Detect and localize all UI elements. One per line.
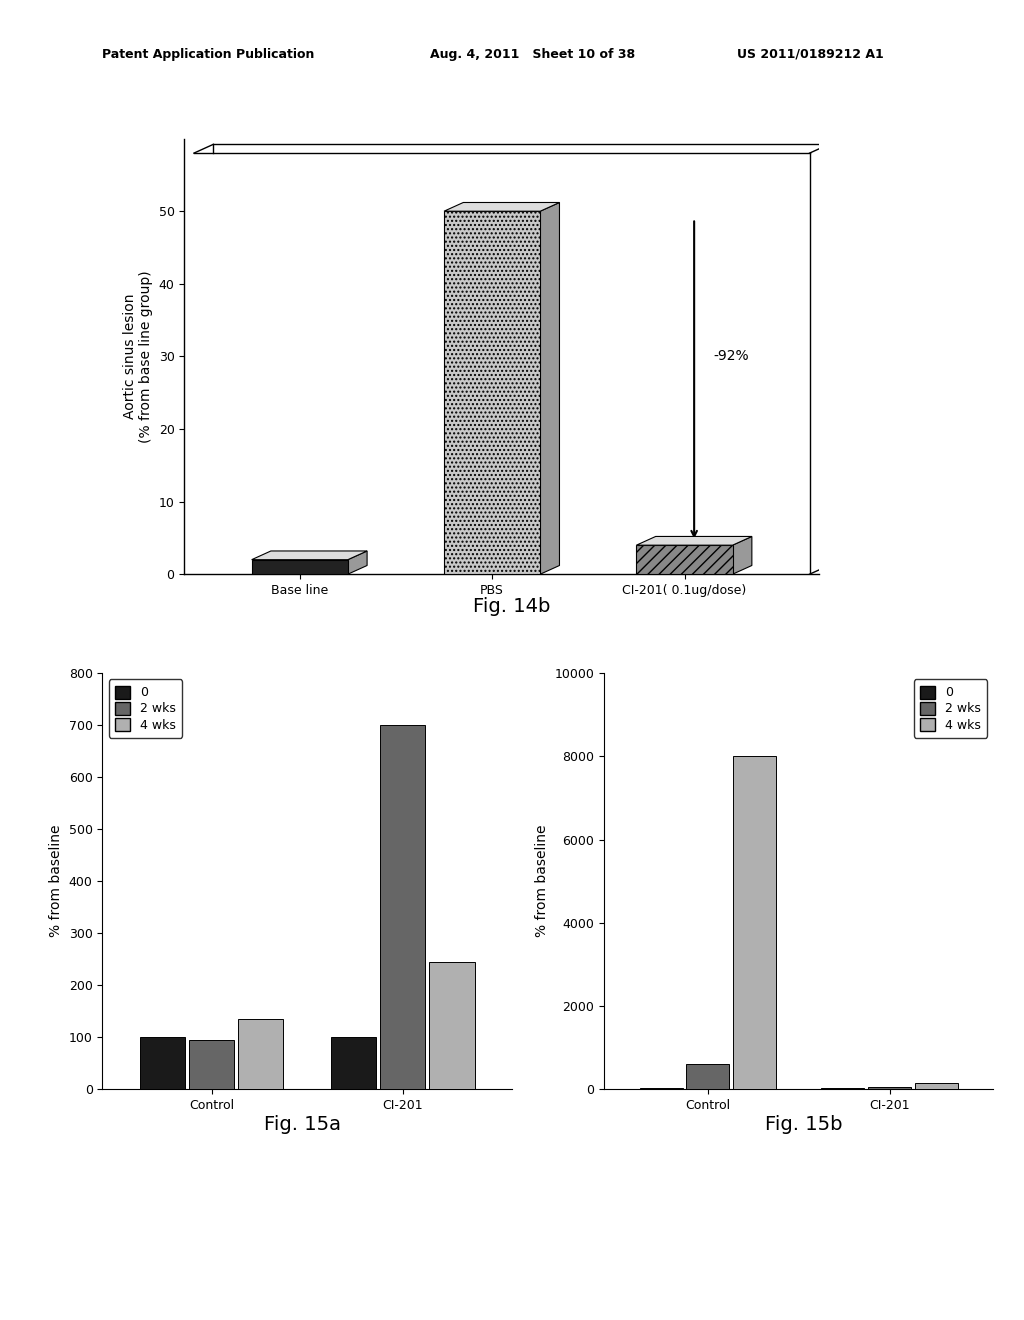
Polygon shape (637, 536, 752, 545)
Bar (429, 962, 474, 1089)
Polygon shape (732, 536, 752, 574)
Text: -92%: -92% (714, 350, 749, 363)
Bar (252, 560, 348, 574)
Bar (914, 1082, 957, 1089)
Bar (239, 1019, 284, 1089)
Polygon shape (444, 202, 559, 211)
Bar (140, 1038, 185, 1089)
Bar (444, 211, 541, 574)
Bar (868, 1086, 911, 1089)
Legend: 0, 2 wks, 4 wks: 0, 2 wks, 4 wks (109, 680, 182, 738)
Bar (380, 725, 425, 1089)
Text: Fig. 14b: Fig. 14b (473, 597, 551, 615)
Y-axis label: % from baseline: % from baseline (535, 825, 549, 937)
Bar (686, 1064, 729, 1089)
Text: Fig. 15b: Fig. 15b (765, 1115, 843, 1134)
Text: Aug. 4, 2011   Sheet 10 of 38: Aug. 4, 2011 Sheet 10 of 38 (430, 48, 635, 61)
Legend: 0, 2 wks, 4 wks: 0, 2 wks, 4 wks (913, 680, 987, 738)
Polygon shape (252, 550, 367, 560)
Polygon shape (348, 550, 367, 574)
Polygon shape (541, 202, 559, 574)
Text: US 2011/0189212 A1: US 2011/0189212 A1 (737, 48, 884, 61)
Bar (331, 1038, 376, 1089)
Text: Patent Application Publication: Patent Application Publication (102, 48, 314, 61)
Y-axis label: Aortic sinus lesion
(% from base line group): Aortic sinus lesion (% from base line gr… (123, 271, 153, 442)
Text: Fig. 15a: Fig. 15a (263, 1115, 341, 1134)
Bar (637, 545, 732, 574)
Bar (733, 756, 776, 1089)
Y-axis label: % from baseline: % from baseline (49, 825, 63, 937)
Bar (189, 1040, 234, 1089)
